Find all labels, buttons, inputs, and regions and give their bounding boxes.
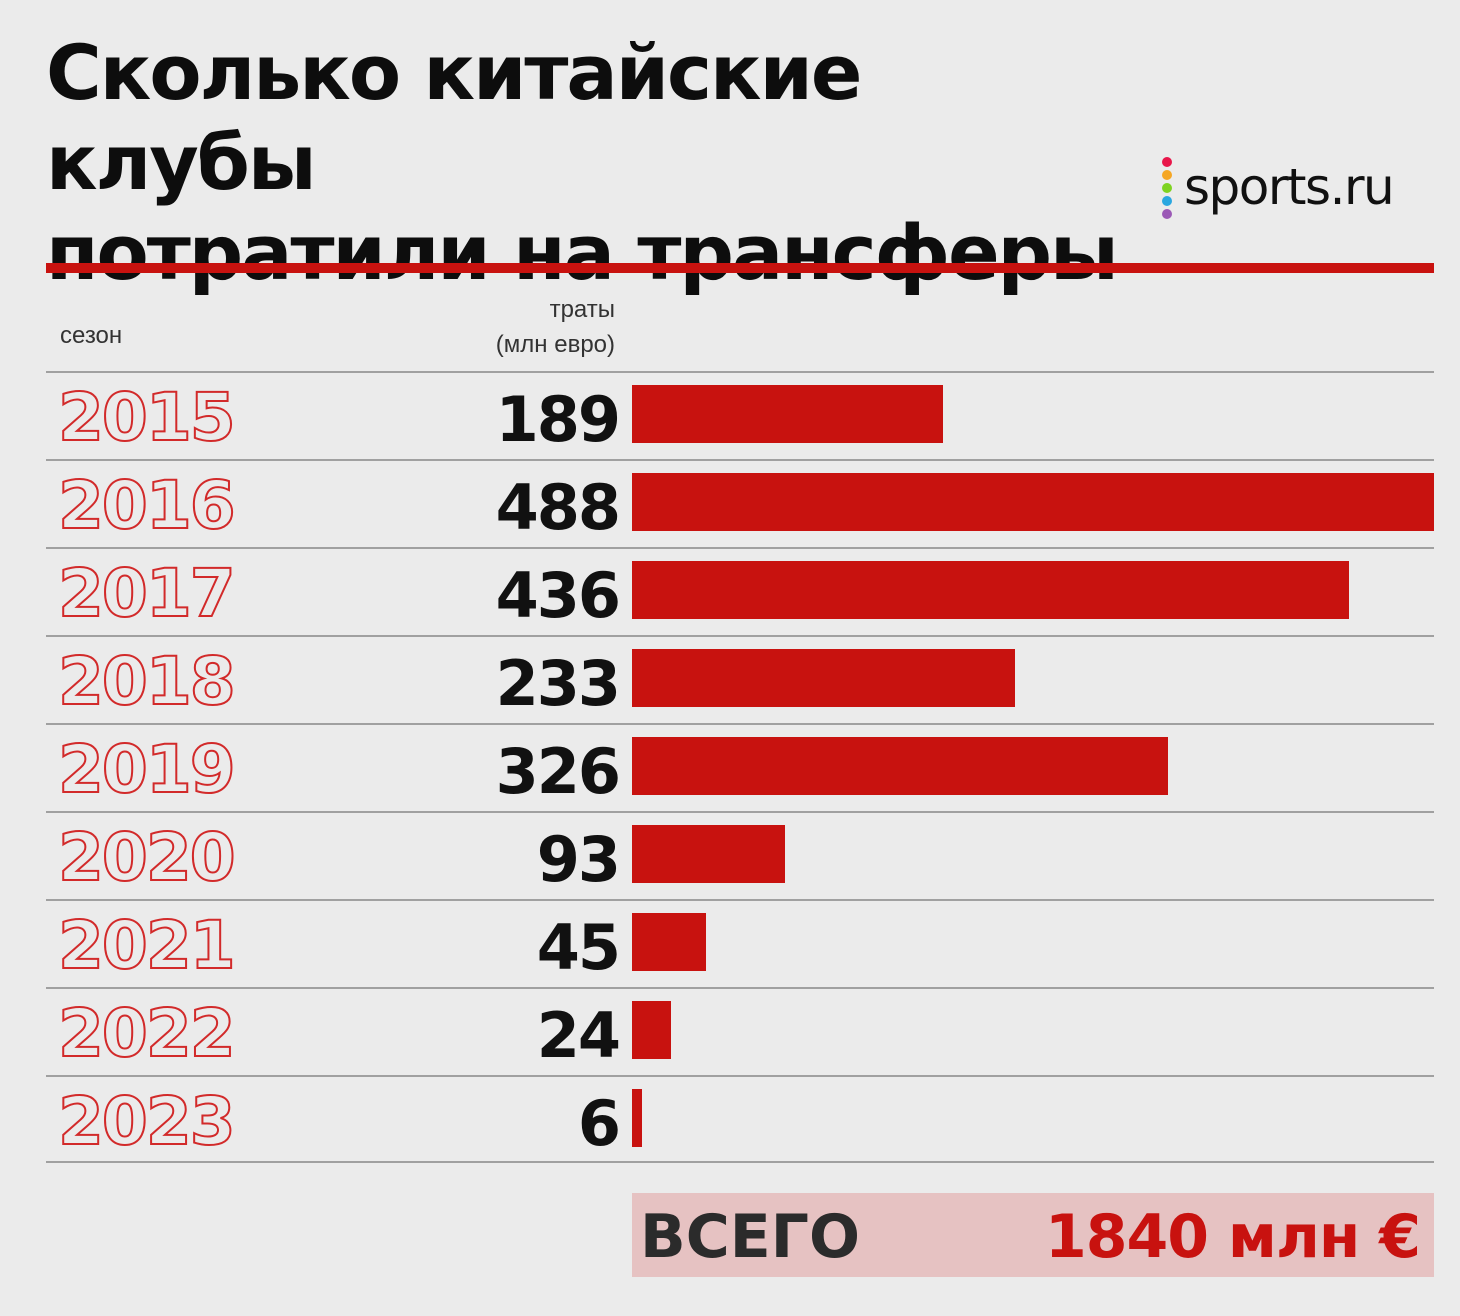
logo-dot xyxy=(1162,183,1172,193)
bar xyxy=(632,473,1434,531)
season-label: 2022 xyxy=(57,994,237,1073)
logo-dot xyxy=(1162,170,1172,180)
total-label: ВСЕГО xyxy=(640,1202,860,1272)
value-label: 488 xyxy=(495,471,621,544)
row-separator xyxy=(46,371,1434,373)
page-title: Сколько китайские клубы потратили на тра… xyxy=(46,28,1119,297)
total-box: ВСЕГО 1840 млн € xyxy=(632,1193,1434,1277)
value-label: 326 xyxy=(495,735,621,808)
season-label: 2019 xyxy=(57,730,237,809)
value-label: 24 xyxy=(536,999,621,1072)
table-row: 2020 93 xyxy=(46,811,1434,899)
sports-ru-logo: sports.ru xyxy=(1160,152,1395,222)
row-separator xyxy=(46,1161,1434,1163)
season-label: 2018 xyxy=(57,642,237,721)
bar xyxy=(632,1001,671,1059)
row-separator xyxy=(46,899,1434,901)
header-divider xyxy=(46,263,1434,273)
row-separator xyxy=(46,459,1434,461)
season-label: 2020 xyxy=(57,818,237,897)
table-row: 2018 233 xyxy=(46,635,1434,723)
table-row: 2023 6 xyxy=(46,1075,1434,1163)
value-label: 93 xyxy=(536,823,621,896)
spend-column-header: траты (млн евро) xyxy=(400,292,615,362)
value-label: 6 xyxy=(577,1087,621,1160)
row-separator xyxy=(46,723,1434,725)
row-separator xyxy=(46,1075,1434,1077)
table-row: 2021 45 xyxy=(46,899,1434,987)
table-row: 2019 326 xyxy=(46,723,1434,811)
table-row: 2016 488 xyxy=(46,459,1434,547)
value-label: 45 xyxy=(536,911,621,984)
season-label: 2015 xyxy=(57,378,237,457)
season-label: 2023 xyxy=(57,1082,237,1161)
value-label: 233 xyxy=(495,647,621,720)
bar xyxy=(632,561,1349,619)
logo-dot xyxy=(1162,196,1172,206)
table-row: 2017 436 xyxy=(46,547,1434,635)
season-label: 2021 xyxy=(57,906,237,985)
row-separator xyxy=(46,635,1434,637)
logo-dots-icon xyxy=(1160,155,1174,219)
value-label: 436 xyxy=(495,559,621,632)
row-separator xyxy=(46,987,1434,989)
bar xyxy=(632,385,943,443)
value-label: 189 xyxy=(495,383,621,456)
season-label: 2017 xyxy=(57,554,237,633)
bar xyxy=(632,649,1015,707)
bar xyxy=(632,737,1168,795)
row-separator xyxy=(46,811,1434,813)
logo-dot xyxy=(1162,157,1172,167)
spend-header-line-2: (млн евро) xyxy=(495,331,615,358)
table-row: 2022 24 xyxy=(46,987,1434,1075)
spend-header-line-1: траты xyxy=(549,296,615,323)
logo-text: sports.ru xyxy=(1184,158,1395,216)
total-value: 1840 млн € xyxy=(1045,1202,1421,1272)
season-label: 2016 xyxy=(57,466,237,545)
logo-dot xyxy=(1162,209,1172,219)
season-column-header: сезон xyxy=(60,322,123,349)
bar xyxy=(632,1089,642,1147)
row-separator xyxy=(46,547,1434,549)
bar xyxy=(632,913,706,971)
table-row: 2015 189 xyxy=(46,371,1434,459)
bar xyxy=(632,825,785,883)
